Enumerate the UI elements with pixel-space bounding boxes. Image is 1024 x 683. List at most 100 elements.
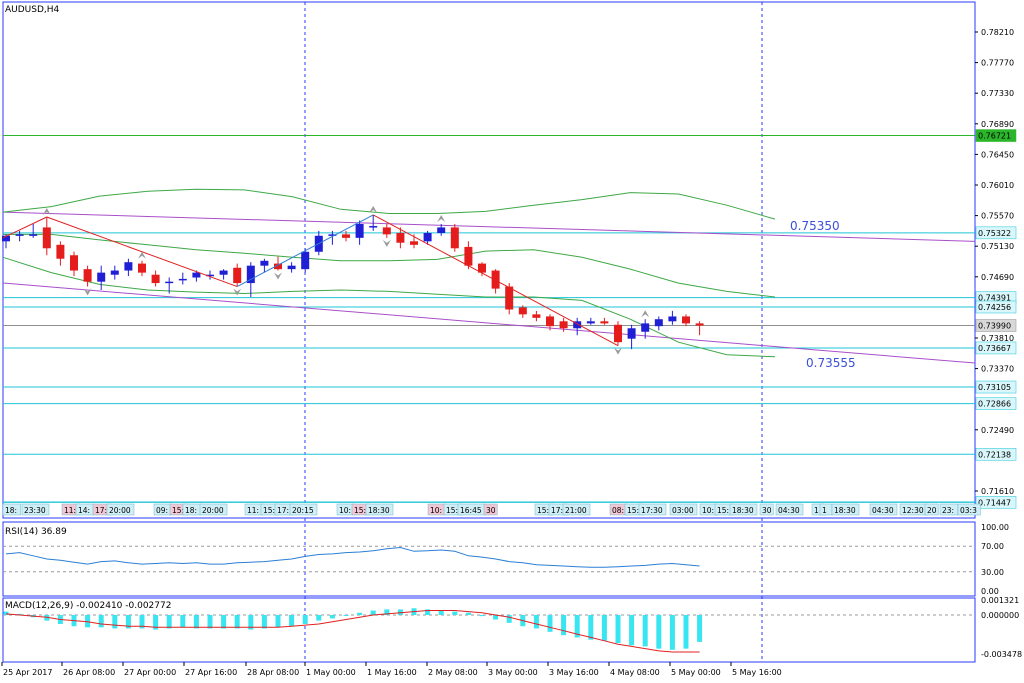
candle-body-19 bbox=[260, 260, 269, 266]
time-label-3: 14: bbox=[78, 506, 90, 515]
candle-body-8 bbox=[110, 270, 119, 275]
macd-bar-21 bbox=[289, 615, 295, 627]
macd-bar-24 bbox=[329, 615, 335, 619]
candle-body-51 bbox=[695, 323, 704, 326]
time-label-20: 30 bbox=[486, 506, 496, 515]
fractal-arrow-8 bbox=[614, 347, 622, 355]
candle-body-16 bbox=[219, 270, 228, 275]
candle-body-2 bbox=[29, 234, 38, 236]
candle-body-34 bbox=[464, 246, 473, 266]
candle-body-28 bbox=[382, 227, 391, 235]
time-label-13: 20:15 bbox=[292, 506, 314, 515]
symbol-title: AUDUSD,H4 bbox=[5, 5, 60, 15]
macd-bar-43 bbox=[588, 615, 594, 640]
candle-body-39 bbox=[532, 314, 541, 318]
price-tick-label-5: 0.76010 bbox=[981, 181, 1014, 190]
macd-bar-14 bbox=[193, 615, 199, 629]
date-label-11: 5 May 00:00 bbox=[671, 668, 721, 677]
annotation-upper: 0.75350 bbox=[790, 219, 840, 233]
fractal-arrow-5 bbox=[369, 205, 378, 213]
candle-body-37 bbox=[505, 286, 514, 310]
time-label-7: 15: bbox=[172, 506, 184, 515]
time-label-box-38 bbox=[924, 503, 939, 516]
candle-body-33 bbox=[450, 227, 459, 249]
date-label-12: 5 May 16:00 bbox=[732, 668, 782, 677]
time-label-box-5 bbox=[106, 503, 135, 516]
macd-bar-25 bbox=[343, 615, 349, 616]
time-label-25: 15: bbox=[627, 506, 639, 515]
macd-bar-0 bbox=[3, 611, 9, 615]
macd-bar-32 bbox=[438, 610, 444, 615]
candle-body-40 bbox=[546, 316, 554, 327]
candle-body-0 bbox=[2, 235, 10, 242]
candle-body-24 bbox=[328, 234, 337, 236]
level-label-1: 0.75322 bbox=[978, 229, 1011, 238]
time-label-21: 15: bbox=[537, 506, 549, 515]
macd-title: MACD(12,26,9) -0.002410 -0.002772 bbox=[5, 601, 171, 611]
macd-axis-label-2: -0.003478 bbox=[981, 650, 1022, 659]
macd-bar-46 bbox=[629, 615, 635, 646]
time-label-23: 21:00 bbox=[565, 506, 587, 515]
time-label-35: 18:30 bbox=[834, 506, 856, 515]
macd-bar-31 bbox=[425, 609, 431, 615]
zigzag-segment-2 bbox=[372, 214, 619, 347]
time-label-6: 09: bbox=[156, 506, 168, 515]
price-tick-label-1: 0.77770 bbox=[981, 59, 1014, 68]
time-label-box-36 bbox=[869, 503, 898, 516]
candle-body-13 bbox=[178, 278, 187, 281]
date-label-7: 2 May 08:00 bbox=[428, 668, 478, 677]
time-label-39: 23: bbox=[942, 506, 954, 515]
macd-bar-8 bbox=[112, 615, 118, 629]
candle-body-46 bbox=[627, 328, 636, 339]
time-label-10: 11: bbox=[247, 506, 259, 515]
candle-body-9 bbox=[124, 262, 133, 271]
level-tag-4 bbox=[975, 319, 1017, 332]
time-label-box-20 bbox=[483, 503, 498, 516]
macd-bar-48 bbox=[656, 615, 662, 649]
date-label-2: 27 Apr 00:00 bbox=[124, 668, 176, 677]
macd-bar-12 bbox=[166, 615, 172, 629]
time-label-16: 18:30 bbox=[368, 506, 390, 515]
time-label-28: 10: bbox=[702, 506, 714, 515]
price-tick-label-0: 0.78210 bbox=[981, 28, 1014, 37]
candle-body-21 bbox=[287, 265, 296, 270]
candle-body-14 bbox=[192, 272, 201, 278]
time-label-32: 04:30 bbox=[778, 506, 800, 515]
candle-body-47 bbox=[641, 323, 650, 332]
level-label-5: 0.73667 bbox=[978, 344, 1011, 353]
date-label-10: 4 May 08:00 bbox=[610, 668, 660, 677]
fractal-arrow-2 bbox=[138, 251, 146, 259]
price-tick-label-2: 0.77330 bbox=[981, 89, 1014, 98]
macd-bar-28 bbox=[384, 609, 390, 615]
price-tick-label-9: 0.73810 bbox=[981, 334, 1014, 343]
candle-body-36 bbox=[491, 270, 500, 289]
macd-bar-51 bbox=[697, 615, 703, 642]
rsi-axis-label-0: 100.00 bbox=[981, 523, 1009, 532]
time-label-18: 15: bbox=[446, 506, 458, 515]
price-tick-label-6: 0.75570 bbox=[981, 212, 1014, 221]
time-label-box-13 bbox=[289, 503, 318, 516]
time-label-5: 20:00 bbox=[109, 506, 131, 515]
candle-body-31 bbox=[423, 232, 432, 242]
macd-bar-23 bbox=[316, 615, 322, 621]
price-tick-label-3: 0.76890 bbox=[981, 120, 1014, 129]
macd-bar-3 bbox=[44, 615, 50, 621]
time-label-19: 16:45 bbox=[460, 506, 482, 515]
time-label-24: 08: bbox=[612, 506, 624, 515]
macd-bar-49 bbox=[669, 615, 675, 650]
rsi-title: RSI(14) 36.89 bbox=[5, 527, 67, 537]
level-tag-5 bbox=[975, 341, 1017, 355]
time-label-30: 18:30 bbox=[732, 506, 754, 515]
time-label-12: 17: bbox=[277, 506, 289, 515]
macd-bar-41 bbox=[561, 615, 567, 636]
macd-bar-10 bbox=[139, 615, 145, 629]
time-label-0: 18: bbox=[5, 506, 17, 515]
macd-bar-29 bbox=[397, 609, 403, 615]
candle-body-48 bbox=[654, 319, 663, 327]
candle-body-43 bbox=[586, 321, 595, 324]
macd-bar-19 bbox=[261, 615, 267, 629]
candle-body-10 bbox=[138, 263, 146, 273]
time-label-31: 30 bbox=[762, 506, 772, 515]
rsi-pane-frame bbox=[2, 521, 976, 597]
